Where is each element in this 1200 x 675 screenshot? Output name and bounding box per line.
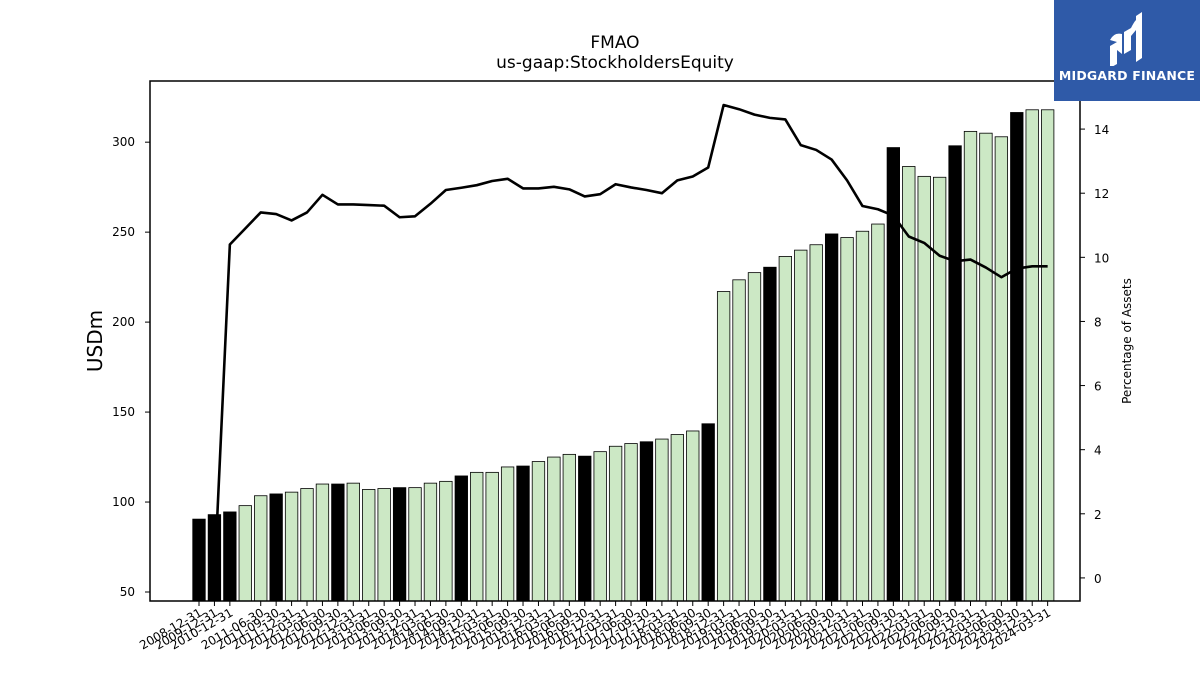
bar-2017-12-31 bbox=[655, 438, 669, 602]
bar-2014-03-31 bbox=[423, 482, 438, 602]
bar-2018-03-31 bbox=[670, 434, 684, 602]
bar-2018-09-30 bbox=[701, 423, 715, 602]
y2-tick-label: 0 bbox=[1094, 572, 1102, 586]
y2-tick-label: 8 bbox=[1094, 315, 1102, 329]
plot-frame bbox=[149, 80, 1081, 602]
y2-tick-label: 6 bbox=[1094, 380, 1102, 394]
bar-2012-09-30 bbox=[331, 483, 345, 602]
bar-2016-03-31 bbox=[547, 456, 561, 602]
bar-2011-09-30 bbox=[269, 493, 283, 602]
y-tick-label: 300 bbox=[112, 135, 135, 149]
bar-2023-03-31 bbox=[979, 132, 993, 602]
bar-2022-06-30 bbox=[932, 176, 947, 602]
bar-2023-09-30 bbox=[1010, 112, 1024, 602]
bar-2017-06-30 bbox=[624, 443, 638, 602]
y2-tick-label: 10 bbox=[1094, 251, 1109, 265]
bars-layer bbox=[192, 109, 1055, 602]
y-tick-label: 250 bbox=[112, 225, 135, 239]
y-tick-label: 50 bbox=[120, 585, 135, 599]
bar-2012-03-31 bbox=[300, 488, 314, 602]
y2-axis-label: Percentage of Assets bbox=[1120, 278, 1134, 404]
bar-2017-03-31 bbox=[608, 445, 623, 602]
bar-2012-12-31 bbox=[346, 482, 360, 602]
bar-2023-12-31 bbox=[1025, 109, 1039, 602]
bar-2013-09-30 bbox=[392, 487, 407, 602]
logo-text: MIDGARD FINANCE bbox=[1058, 68, 1196, 83]
bar-2024-03-31 bbox=[1041, 109, 1055, 602]
bar-2013-03-31 bbox=[362, 489, 376, 602]
bar-2008-12-31 bbox=[192, 518, 206, 602]
bar-2016-12-31 bbox=[593, 451, 607, 602]
axes-layer: 50100150200250300024681012142008-12-3120… bbox=[112, 80, 1109, 652]
bar-2010-12-31 bbox=[223, 511, 237, 602]
bar-2018-12-31 bbox=[716, 291, 731, 602]
bar-2019-03-31 bbox=[732, 279, 746, 602]
bar-2014-09-30 bbox=[454, 475, 468, 602]
bar-2020-09-30 bbox=[824, 233, 839, 602]
y2-tick-label: 2 bbox=[1094, 508, 1102, 522]
bar-2013-12-31 bbox=[408, 487, 422, 602]
bar-2015-06-30 bbox=[500, 466, 515, 602]
y-tick-label: 200 bbox=[112, 315, 135, 329]
chart-subtitle: us-gaap:StockholdersEquity bbox=[496, 53, 734, 73]
y2-tick-label: 12 bbox=[1094, 187, 1109, 201]
chart-title: FMAO bbox=[590, 33, 639, 53]
bar-2015-12-31 bbox=[531, 461, 546, 602]
bar-2023-06-30 bbox=[994, 136, 1009, 602]
bar-2011-03-31 bbox=[238, 505, 252, 602]
bar-2021-03-31 bbox=[855, 230, 870, 602]
bar-2016-09-30 bbox=[578, 455, 592, 602]
y2-tick-label: 4 bbox=[1094, 444, 1102, 458]
bar-2017-09-30 bbox=[639, 441, 654, 602]
bar-2011-12-31 bbox=[284, 491, 299, 602]
bar-2018-06-30 bbox=[686, 430, 700, 602]
midgard-finance-logo: MIDGARD FINANCE bbox=[1054, 0, 1200, 101]
bar-2015-09-30 bbox=[516, 465, 530, 602]
y-axis-label: USDm bbox=[83, 310, 107, 372]
line-layer bbox=[213, 103, 1048, 578]
y-tick-label: 100 bbox=[112, 495, 135, 509]
bar-2022-09-30 bbox=[948, 145, 962, 602]
bar-2019-12-31 bbox=[778, 256, 792, 602]
bar-2021-06-30 bbox=[871, 223, 885, 602]
bar-2020-06-30 bbox=[809, 244, 823, 602]
midgard-logo-icon bbox=[1110, 12, 1142, 66]
bar-2015-03-31 bbox=[485, 471, 499, 602]
bar-2020-12-31 bbox=[840, 237, 854, 602]
bar-2022-12-31 bbox=[963, 130, 978, 602]
bar-2014-06-30 bbox=[439, 480, 453, 602]
bar-2016-06-30 bbox=[562, 453, 576, 602]
bar-2013-06-30 bbox=[377, 488, 391, 602]
y2-tick-label: 14 bbox=[1094, 123, 1109, 137]
bar-2020-03-31 bbox=[794, 249, 808, 602]
line-series-percentage-of-assets bbox=[213, 103, 1048, 578]
bar-2019-09-30 bbox=[763, 266, 777, 602]
bar-2011-06-30 bbox=[254, 495, 268, 602]
bar-2019-06-30 bbox=[747, 272, 762, 602]
bar-2012-06-30 bbox=[315, 483, 330, 602]
bar-2014-12-31 bbox=[470, 471, 484, 602]
y-tick-label: 150 bbox=[112, 405, 135, 419]
